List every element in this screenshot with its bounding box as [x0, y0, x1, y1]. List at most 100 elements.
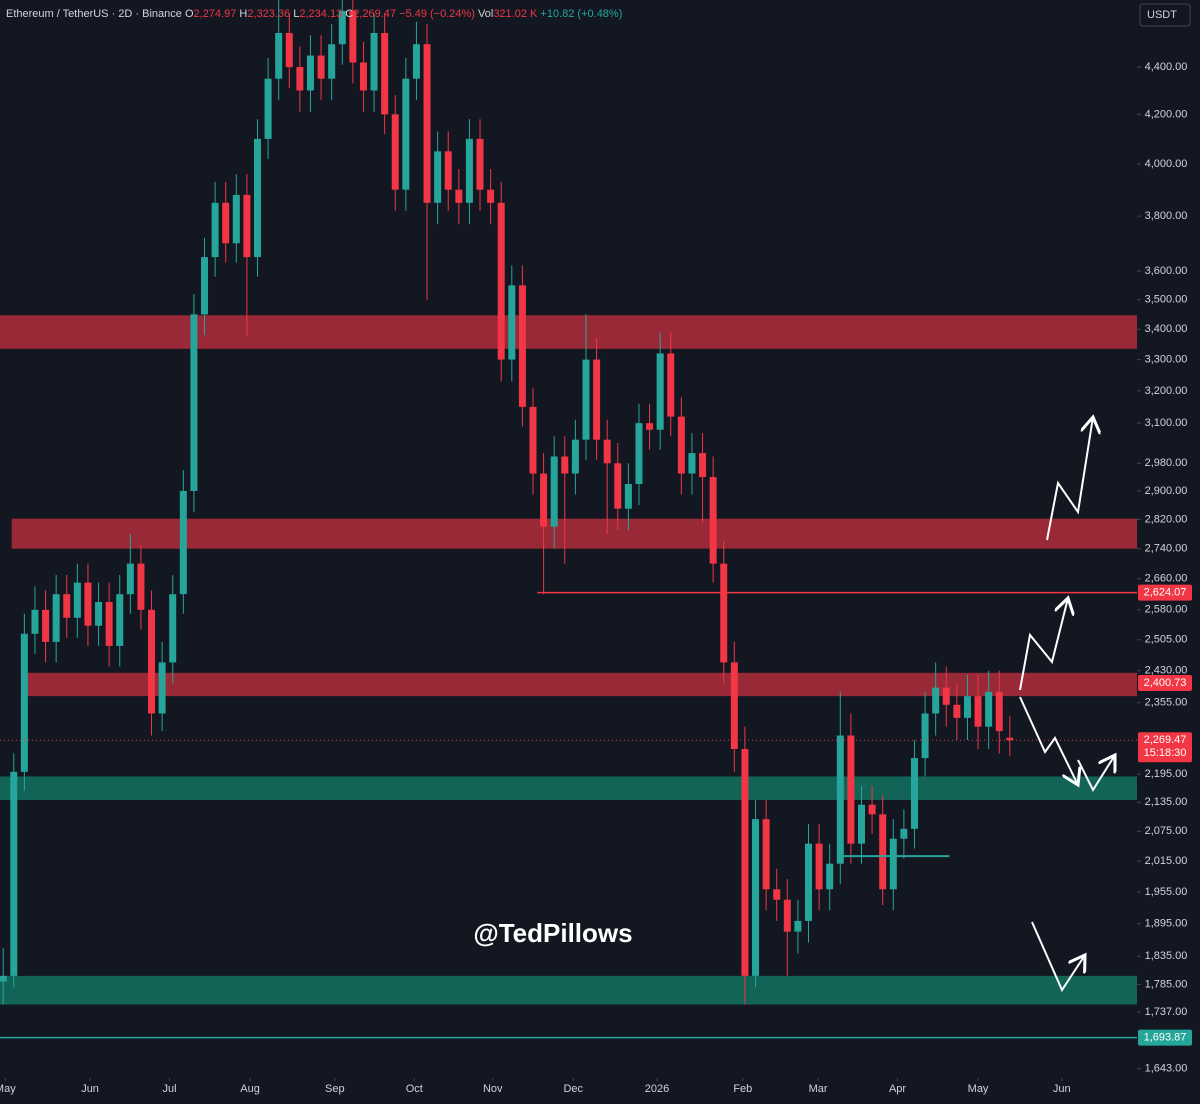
candle-body — [667, 353, 675, 417]
candle-body — [518, 285, 526, 407]
candle-body — [232, 194, 240, 244]
y-tick-label: 1,835.00 — [1145, 950, 1188, 962]
x-tick-label: May — [968, 1083, 989, 1095]
candle-body — [412, 44, 420, 79]
candle-body — [656, 353, 664, 430]
y-tick-label: 2,900.00 — [1145, 485, 1188, 497]
zone — [0, 975, 1137, 1005]
candle-body — [137, 563, 145, 610]
price-tag — [1138, 675, 1192, 692]
candle-body — [444, 151, 452, 190]
candle-body — [603, 439, 611, 464]
x-tick-label: Mar — [809, 1083, 828, 1095]
candle-body — [593, 359, 601, 440]
candle-body — [338, 10, 346, 45]
y-tick-label: 2,075.00 — [1145, 825, 1188, 837]
candle-body — [370, 32, 378, 91]
y-tick-label: 2,015.00 — [1145, 855, 1188, 867]
candle-body — [95, 601, 103, 626]
candle-body — [550, 456, 558, 527]
key: L — [293, 8, 299, 20]
candle-body — [624, 483, 632, 509]
x-tick-label: Apr — [889, 1083, 906, 1095]
price-tag-label: 2,269.47 — [1144, 734, 1187, 746]
candle-body — [561, 456, 569, 474]
y-tick-label: 2,820.00 — [1145, 513, 1188, 525]
y-tick-label: 2,660.00 — [1145, 573, 1188, 585]
candle-body — [211, 202, 219, 258]
candle-body — [773, 889, 781, 900]
candle-body — [942, 687, 950, 705]
y-tick-label: 3,500.00 — [1145, 294, 1188, 306]
candle-body — [476, 138, 484, 190]
price-tag-label: 2,624.07 — [1144, 587, 1187, 599]
zone — [0, 315, 1137, 349]
key: O — [185, 8, 194, 20]
candle-body — [148, 609, 156, 714]
candle-body — [158, 662, 166, 714]
price-tag-label: 1,693.87 — [1144, 1032, 1187, 1044]
y-tick-label: 1,785.00 — [1145, 978, 1188, 990]
candle-body — [582, 359, 590, 440]
x-tick-label: Dec — [563, 1083, 583, 1095]
arrow — [1019, 598, 1068, 691]
candle-body — [63, 594, 71, 618]
x-tick-label: 2026 — [645, 1083, 669, 1095]
candle-body — [879, 814, 887, 890]
currency[interactable]: USDT — [1147, 9, 1177, 21]
y-tick-label: 3,300.00 — [1145, 353, 1188, 365]
candle-body — [285, 32, 293, 68]
candle-body — [730, 662, 738, 749]
zone — [0, 776, 1137, 800]
y-tick-label: 4,400.00 — [1145, 61, 1188, 73]
candle-body — [20, 633, 28, 772]
candle-body — [529, 406, 537, 474]
arrow — [1031, 921, 1085, 993]
candle-body — [963, 696, 971, 718]
candle-body — [826, 863, 834, 890]
candle-body — [889, 838, 897, 890]
value: 2,269.47 — [353, 8, 396, 20]
y-tick-label: 2,505.00 — [1145, 634, 1188, 646]
candle-body — [910, 758, 918, 829]
candle-body — [169, 594, 177, 663]
candle-body — [179, 490, 187, 595]
price-tag-time: 15:18:30 — [1144, 747, 1187, 759]
y-tick-label: 3,400.00 — [1145, 323, 1188, 335]
candle-body — [381, 32, 389, 115]
x-tick-label: Jun — [1053, 1083, 1071, 1095]
candle-body — [741, 748, 749, 976]
candle-body — [699, 453, 707, 478]
candle-body — [391, 114, 399, 190]
candle-body — [805, 843, 813, 921]
y-tick-label: 3,800.00 — [1145, 210, 1188, 222]
value: 2,323.36 — [247, 8, 290, 20]
zone — [27, 672, 1138, 697]
candle-body — [688, 453, 696, 474]
candle-body — [126, 563, 134, 595]
candle-body — [116, 594, 124, 646]
candle-body — [646, 423, 654, 430]
candle-body — [296, 67, 304, 91]
y-tick-label: 1,737.00 — [1145, 1006, 1188, 1018]
y-tick-label: 2,580.00 — [1145, 604, 1188, 616]
candle-body — [794, 920, 802, 932]
candle-body — [847, 735, 855, 844]
header: Ethereum / TetherUS · 2D · Binance O2,27… — [6, 8, 622, 20]
symbol: Ethereum / TetherUS · 2D · Binance — [6, 8, 182, 20]
y-tick-label: 2,355.00 — [1145, 697, 1188, 709]
plot — [0, 0, 1141, 1081]
candle-body — [571, 439, 579, 474]
candle-body — [222, 202, 230, 244]
candle-body — [10, 771, 18, 976]
arrow — [1046, 417, 1093, 541]
currency-button[interactable] — [1139, 3, 1191, 27]
x-tick-label: Jul — [163, 1083, 177, 1095]
y-tick-label: 1,643.00 — [1145, 1063, 1188, 1075]
arrow — [1019, 696, 1078, 785]
candle-body — [253, 138, 261, 258]
x-tick-label: Sep — [325, 1083, 345, 1095]
candle-body — [1006, 737, 1014, 741]
key: C — [345, 8, 353, 20]
